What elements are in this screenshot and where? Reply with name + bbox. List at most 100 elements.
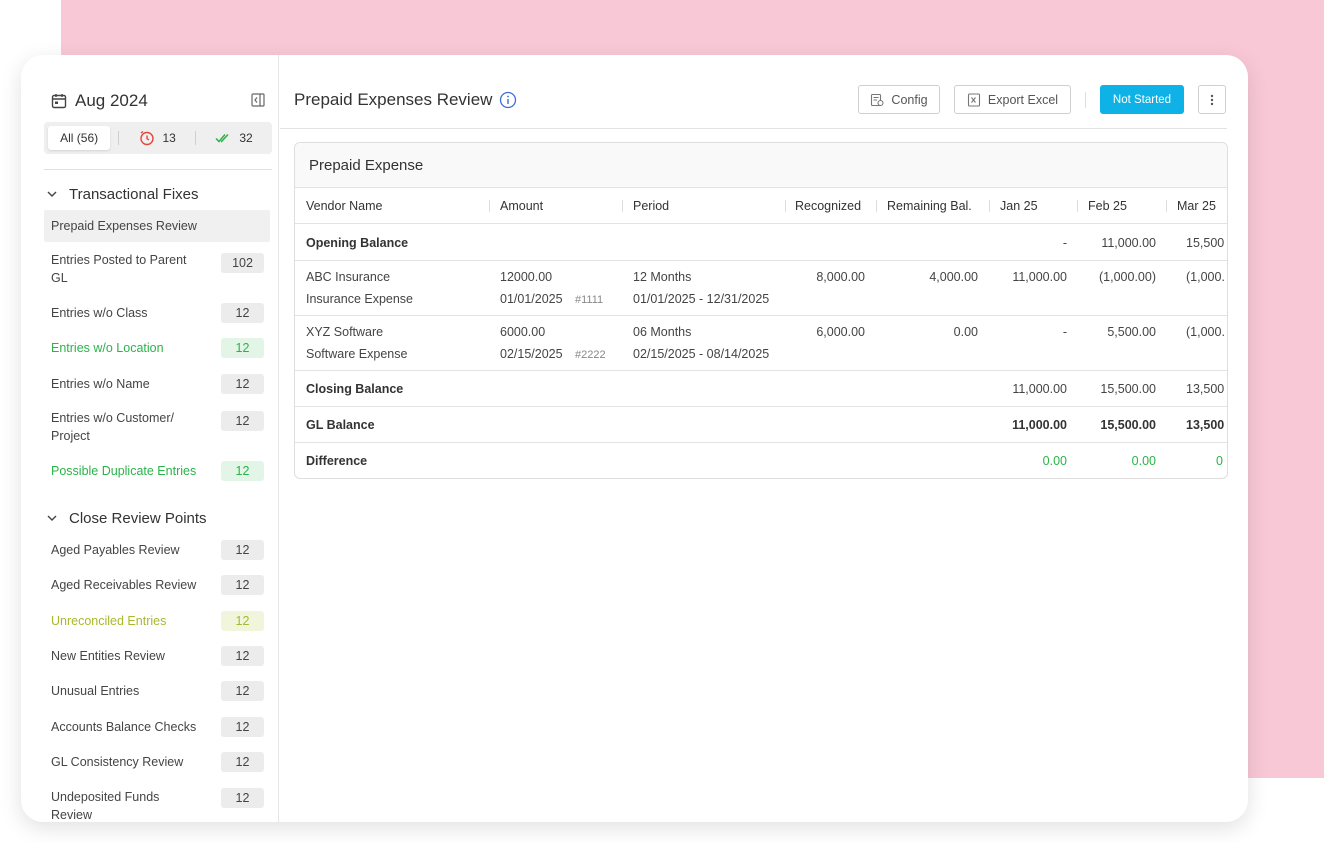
app-window: Aug 2024 All (56) 13 xyxy=(21,55,1248,822)
section-transactional-fixes[interactable]: Transactional Fixes xyxy=(46,183,199,205)
filter-done-button[interactable]: 32 xyxy=(196,130,272,146)
column-header-recognized[interactable]: Recognized xyxy=(795,199,862,213)
sidebar-item-label: New Entities Review xyxy=(51,649,165,663)
column-divider xyxy=(1077,200,1078,212)
sidebar-item-label: Unusual Entries xyxy=(51,684,140,698)
amount: 12000.00 xyxy=(500,270,553,284)
config-button[interactable]: Config xyxy=(858,85,940,114)
column-divider xyxy=(622,200,623,212)
vendor-account: Insurance Expense xyxy=(306,292,414,306)
section-title: Close Review Points xyxy=(69,509,207,527)
sidebar-item-entries-wo-location[interactable]: Entries w/o Location 12 xyxy=(44,337,270,359)
column-header-jan[interactable]: Jan 25 xyxy=(1000,199,1038,213)
cell-jan: - xyxy=(1062,325,1067,339)
calendar-icon xyxy=(51,94,67,109)
table-header: Vendor Name Amount Period Recognized Rem… xyxy=(295,188,1227,224)
count-badge: 12 xyxy=(221,646,264,666)
table-row-gl-balance: GL Balance 11,000.00 15,500.00 13,500 xyxy=(295,407,1227,443)
amount: 6000.00 xyxy=(500,325,546,339)
reference-number[interactable]: #2222 xyxy=(575,349,606,361)
column-divider xyxy=(489,200,490,212)
filter-divider xyxy=(118,131,120,145)
sidebar-item-possible-duplicate-entries[interactable]: Possible Duplicate Entries 12 xyxy=(44,460,270,482)
prepaid-expense-panel: Prepaid Expense Vendor Name Amount Perio… xyxy=(294,142,1228,479)
reference-number[interactable]: #1111 xyxy=(575,294,604,306)
column-header-period[interactable]: Period xyxy=(633,199,670,213)
column-header-amount[interactable]: Amount xyxy=(500,199,544,213)
section-title: Transactional Fixes xyxy=(69,185,199,203)
table-row[interactable]: XYZ Software Software Expense 6000.00 02… xyxy=(295,316,1227,371)
recognized: 8,000.00 xyxy=(816,270,865,284)
sidebar-item-prepaid-expenses-review[interactable]: Prepaid Expenses Review xyxy=(44,210,270,242)
column-header-mar[interactable]: Mar 25 xyxy=(1177,199,1216,213)
cell-feb: 0.00 xyxy=(1131,454,1156,468)
vendor-name: ABC Insurance xyxy=(306,270,391,284)
sidebar-item-entries-wo-class[interactable]: Entries w/o Class 12 xyxy=(44,302,270,324)
sidebar-item-label: Entries Posted to Parent GL xyxy=(51,253,187,285)
month-selector[interactable]: Aug 2024 xyxy=(51,89,265,113)
done-count: 32 xyxy=(239,131,253,145)
filter-pending-button[interactable]: 13 xyxy=(119,130,195,146)
cell-mar: (1,000. xyxy=(1186,270,1225,284)
period: 06 Months xyxy=(633,325,692,339)
cell-jan: - xyxy=(1062,236,1067,250)
table-row[interactable]: ABC Insurance Insurance Expense 12000.00… xyxy=(295,261,1227,316)
sidebar-item-unreconciled-entries[interactable]: Unreconciled Entries 12 xyxy=(44,610,270,632)
cell-jan: 11,000.00 xyxy=(1012,418,1067,432)
count-badge: 12 xyxy=(221,303,264,323)
sidebar-item-label: Entries w/o Customer/ Project xyxy=(51,411,174,443)
remaining-balance: 4,000.00 xyxy=(929,270,978,284)
count-badge: 12 xyxy=(221,681,264,701)
column-header-remaining[interactable]: Remaining Bal. xyxy=(887,199,972,213)
table-row-opening-balance: Opening Balance - 11,000.00 15,500 xyxy=(295,225,1227,261)
export-excel-button[interactable]: Export Excel xyxy=(954,85,1071,114)
count-badge: 12 xyxy=(221,717,264,737)
config-label: Config xyxy=(891,92,928,107)
column-divider xyxy=(1166,200,1167,212)
filter-divider xyxy=(195,131,197,145)
period-range: 02/15/2025 - 08/14/2025 xyxy=(633,347,770,361)
sidebar-item-label: Unreconciled Entries xyxy=(51,614,167,628)
count-badge: 12 xyxy=(221,540,264,560)
row-label: GL Balance xyxy=(306,418,375,432)
filter-all-button[interactable]: All (56) xyxy=(48,126,111,150)
sidebar-divider xyxy=(44,169,272,170)
chevron-down-icon xyxy=(47,515,57,521)
count-badge: 12 xyxy=(221,575,264,595)
collapse-panel-icon[interactable] xyxy=(251,93,265,107)
vendor-account: Software Expense xyxy=(306,347,408,361)
more-options-button[interactable] xyxy=(1198,85,1226,114)
amount-date: 02/15/2025 xyxy=(500,347,563,361)
sidebar-item-entries-wo-name[interactable]: Entries w/o Name 12 xyxy=(44,373,270,395)
info-icon[interactable] xyxy=(499,91,517,109)
sidebar-item-undeposited-funds-review[interactable]: Undeposited Funds Review 12 xyxy=(44,788,270,822)
header-divider xyxy=(280,128,1227,129)
column-header-vendor[interactable]: Vendor Name xyxy=(306,199,383,213)
sidebar-item-new-entities-review[interactable]: New Entities Review 12 xyxy=(44,645,270,667)
sidebar-item-entries-wo-customer-project[interactable]: Entries w/o Customer/ Project 12 xyxy=(44,409,270,445)
sidebar-item-accounts-balance-checks[interactable]: Accounts Balance Checks 12 xyxy=(44,716,270,738)
cell-feb: 15,500.00 xyxy=(1100,382,1156,396)
month-label: Aug 2024 xyxy=(75,91,148,110)
section-close-review-points[interactable]: Close Review Points xyxy=(46,507,207,529)
sidebar-item-aged-payables-review[interactable]: Aged Payables Review 12 xyxy=(44,539,270,561)
status-button[interactable]: Not Started xyxy=(1100,85,1184,114)
sidebar-item-entries-posted-to-parent-gl[interactable]: Entries Posted to Parent GL 102 xyxy=(44,251,270,287)
cell-mar: 0 xyxy=(1216,454,1223,468)
sidebar-item-label: Possible Duplicate Entries xyxy=(51,464,197,478)
cell-mar: 15,500 xyxy=(1186,236,1225,250)
page-title: Prepaid Expenses Review xyxy=(294,90,493,109)
sidebar-item-aged-receivables-review[interactable]: Aged Receivables Review 12 xyxy=(44,574,270,596)
cell-jan: 11,000.00 xyxy=(1012,270,1067,284)
column-header-feb[interactable]: Feb 25 xyxy=(1088,199,1127,213)
period: 12 Months xyxy=(633,270,692,284)
export-label: Export Excel xyxy=(987,92,1059,107)
sidebar-item-gl-consistency-review[interactable]: GL Consistency Review 12 xyxy=(44,751,270,773)
excel-icon xyxy=(967,92,980,107)
sidebar: Aug 2024 All (56) 13 xyxy=(21,55,279,822)
config-icon xyxy=(871,93,884,106)
amount-date: 01/01/2025 xyxy=(500,292,563,306)
sidebar-item-unusual-entries[interactable]: Unusual Entries 12 xyxy=(44,680,270,702)
cell-mar: 13,500 xyxy=(1186,382,1225,396)
sidebar-item-label: Aged Receivables Review xyxy=(51,578,197,592)
